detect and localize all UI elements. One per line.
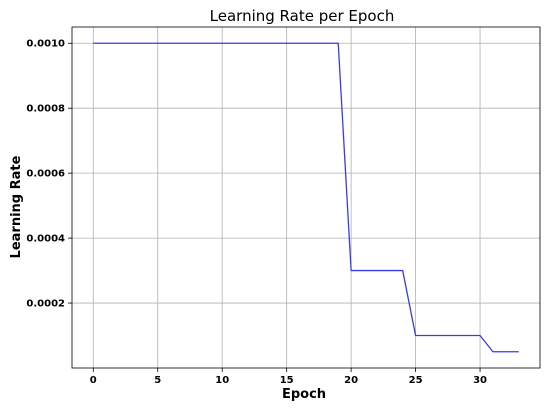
y-tick-label: 0.0006 (26, 169, 65, 180)
y-tick-label: 0.0010 (26, 39, 65, 50)
y-tick-label: 0.0002 (26, 299, 65, 310)
x-axis-label: Epoch (282, 387, 326, 402)
x-tick-label: 15 (280, 375, 294, 386)
x-tick-label: 0 (90, 375, 97, 386)
x-tick-label: 20 (344, 375, 358, 386)
ticks: 0 5 10 15 20 25 30 0.0002 0.0004 0.0006 0.0008 0.00… (26, 39, 487, 386)
x-tick-label: 30 (473, 375, 487, 386)
plot-frame (71, 26, 541, 369)
series-line (93, 42, 519, 353)
series-layer (93, 42, 519, 353)
chart-title: Learning Rate per Epoch (210, 7, 395, 25)
x-tick-label: 25 (409, 375, 423, 386)
x-tick-label: 10 (215, 375, 229, 386)
x-tick-label: 5 (154, 375, 161, 386)
y-axis-label: Learning Rate (9, 155, 24, 258)
y-tick-label: 0.0008 (26, 104, 65, 115)
y-tick-label: 0.0004 (26, 234, 65, 245)
grid (72, 27, 540, 368)
